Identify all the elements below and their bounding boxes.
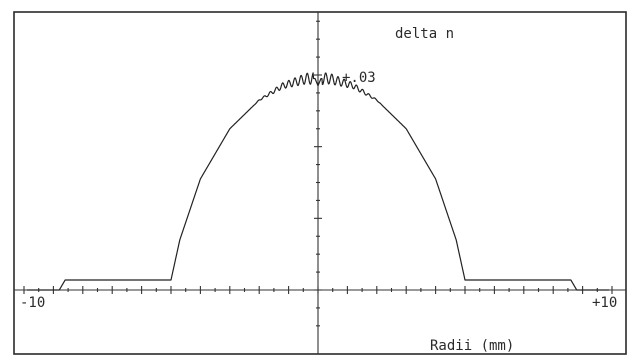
x-axis-label: Radii (mm) [430,338,514,354]
x-tick-label-right: +10 [592,295,617,311]
y-axis-ticks [314,20,322,327]
delta-n-profile-line [26,72,610,291]
y-annotation-label: +.03 [342,70,376,86]
plot-frame [13,11,627,355]
x-axis-ticks [23,286,613,294]
x-tick-label-left: -10 [20,295,45,311]
chart-title: delta n [395,26,454,42]
